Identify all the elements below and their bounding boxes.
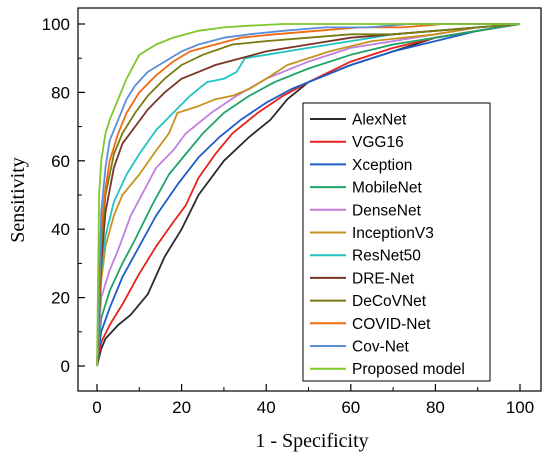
series-line-decovnet bbox=[96, 23, 521, 367]
legend-label-proposed-model: Proposed model bbox=[352, 361, 465, 378]
series-line-cov-net bbox=[96, 23, 520, 367]
legend-label-xception: Xception bbox=[352, 157, 412, 174]
axis-ticks bbox=[78, 23, 521, 391]
series-line-vgg16 bbox=[96, 23, 521, 367]
series-line-inceptionv3 bbox=[96, 23, 521, 367]
y-axis-title: Sensitivity bbox=[7, 157, 29, 243]
legend-label-dre-net: DRE-Net bbox=[352, 270, 415, 287]
legend-label-resnet50: ResNet50 bbox=[352, 248, 421, 265]
legend-box bbox=[302, 102, 491, 382]
y-tick-label: 100 bbox=[42, 15, 70, 34]
x-tick-label: 0 bbox=[92, 398, 101, 417]
series-line-proposed-model bbox=[96, 23, 520, 367]
plot-frame bbox=[77, 7, 542, 392]
x-tick-label: 40 bbox=[257, 398, 276, 417]
legend-label-densenet: DenseNet bbox=[352, 202, 422, 219]
legend-label-mobilenet: MobileNet bbox=[352, 180, 422, 197]
y-tick-label: 0 bbox=[61, 357, 70, 376]
legend-label-cov-net: Cov-Net bbox=[352, 339, 410, 356]
series-line-covid-net bbox=[96, 23, 520, 367]
legend-label-inceptionv3: InceptionV3 bbox=[352, 225, 434, 242]
axis-tick-labels: 0 20 40 60 80 100 0 20 40 60 80 100 bbox=[42, 15, 535, 417]
x-tick-label: 80 bbox=[426, 398, 445, 417]
y-tick-label: 40 bbox=[51, 220, 70, 239]
series-lines bbox=[96, 23, 521, 367]
series-line-densenet bbox=[96, 23, 521, 367]
x-tick-label: 100 bbox=[506, 398, 534, 417]
series-line-mobilenet bbox=[96, 23, 521, 367]
legend-label-vgg16: VGG16 bbox=[352, 134, 404, 151]
legend: AlexNet VGG16 Xception MobileNet DenseNet Inc… bbox=[302, 102, 491, 382]
x-tick-label: 60 bbox=[341, 398, 360, 417]
legend-label-alexnet: AlexNet bbox=[352, 112, 407, 129]
series-line-xception bbox=[96, 23, 521, 367]
x-tick-label: 20 bbox=[172, 398, 191, 417]
legend-label-covid-net: COVID-Net bbox=[352, 316, 431, 333]
y-tick-label: 80 bbox=[51, 83, 70, 102]
y-tick-label: 20 bbox=[51, 289, 70, 308]
x-axis-title: 1 - Specificity bbox=[255, 430, 368, 452]
y-tick-label: 60 bbox=[51, 152, 70, 171]
legend-label-decovnet: DeCoVNet bbox=[352, 293, 427, 310]
